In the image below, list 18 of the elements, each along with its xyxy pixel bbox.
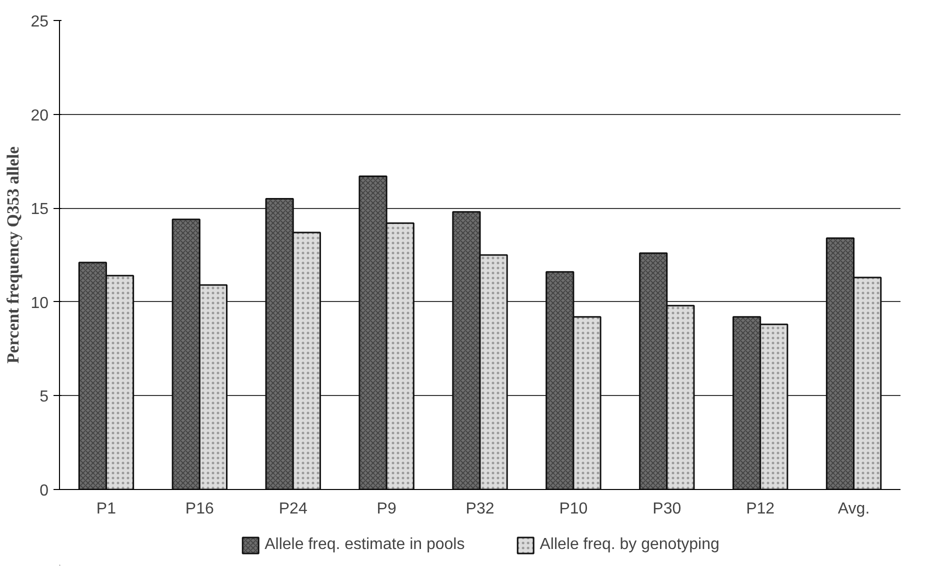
x-tick-label: P32 bbox=[466, 500, 494, 518]
x-tick-label: P24 bbox=[278, 500, 308, 518]
legend-label: Allele freq. estimate in pools bbox=[264, 536, 465, 554]
y-tick-label: 0 bbox=[40, 482, 49, 500]
y-tick-label: 25 bbox=[30, 14, 49, 30]
x-tick-label: Avg. bbox=[838, 500, 870, 518]
x-tick-label: P9 bbox=[376, 500, 396, 518]
legend-label: Allele freq. by genotyping bbox=[540, 536, 720, 554]
y-tick-label: 15 bbox=[30, 201, 49, 218]
y-tick-label: 10 bbox=[30, 294, 49, 312]
y-axis-title: Percent frequency Q353 allele bbox=[4, 146, 23, 364]
x-tick-label: P10 bbox=[559, 500, 588, 518]
x-tick-label: P30 bbox=[652, 500, 682, 518]
x-tick-label: P12 bbox=[746, 500, 775, 518]
y-tick-label: 5 bbox=[40, 388, 49, 406]
x-tick-label: P16 bbox=[185, 500, 214, 518]
y-tick-label: 20 bbox=[30, 107, 49, 124]
x-tick-label: P1 bbox=[96, 500, 116, 518]
